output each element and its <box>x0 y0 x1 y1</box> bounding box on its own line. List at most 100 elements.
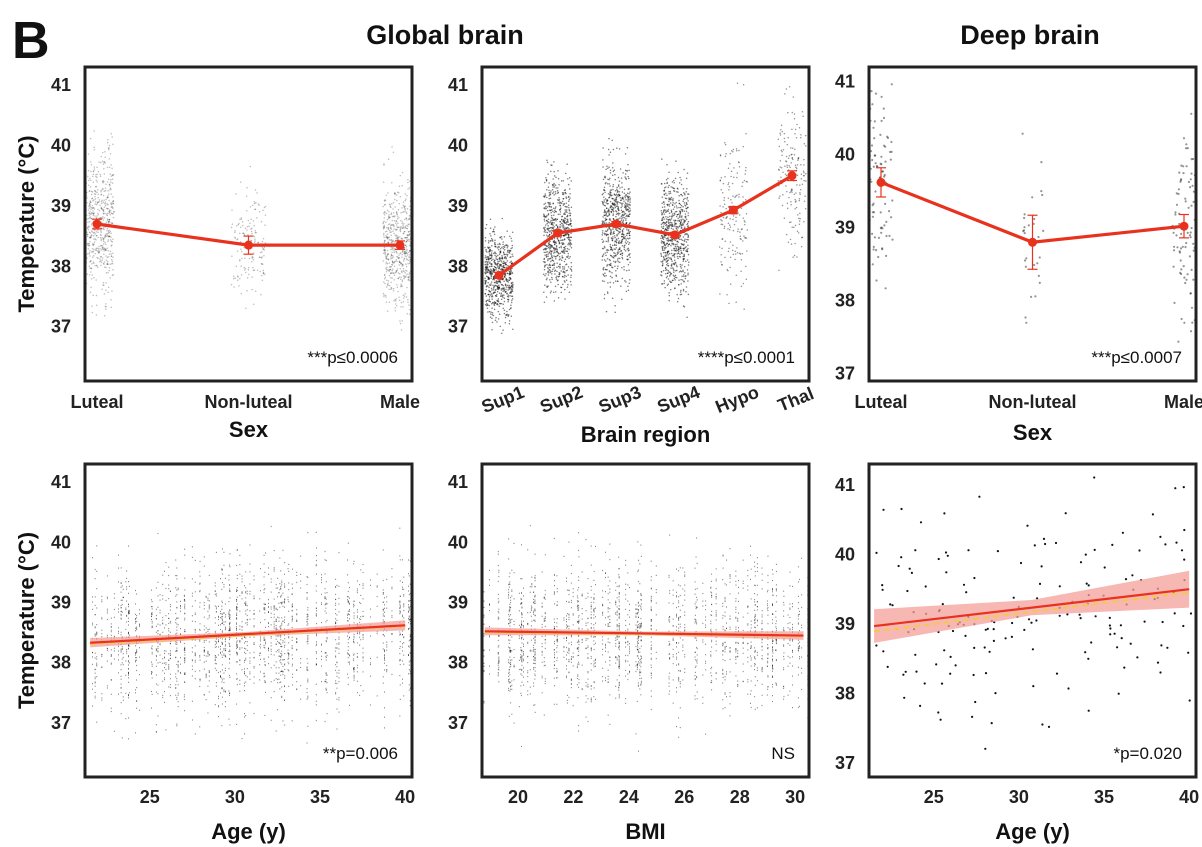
data-point <box>682 274 685 276</box>
data-point <box>682 247 684 250</box>
data-point <box>551 208 553 211</box>
data-point <box>92 210 94 212</box>
data-point <box>234 237 237 239</box>
data-point <box>93 170 95 172</box>
data-point <box>510 247 512 250</box>
data-point <box>387 158 390 161</box>
data-point <box>104 189 107 192</box>
data-point <box>242 224 244 227</box>
data-point <box>663 229 666 232</box>
data-point <box>487 293 490 296</box>
data-point <box>616 251 619 253</box>
data-point <box>394 193 396 196</box>
data-point <box>660 260 662 263</box>
data-point <box>881 170 884 173</box>
data-point <box>676 300 679 303</box>
data-point <box>567 252 570 255</box>
data-point <box>621 182 623 184</box>
data-point <box>551 192 554 195</box>
data-point <box>111 222 113 225</box>
data-point <box>248 257 251 260</box>
data-point <box>260 274 263 277</box>
data-point <box>416 235 418 237</box>
data-point <box>97 236 99 239</box>
data-point <box>385 221 387 223</box>
data-point <box>485 263 488 265</box>
data-point <box>264 242 267 244</box>
data-point <box>669 198 671 200</box>
data-point <box>680 183 683 186</box>
data-point <box>278 602 280 604</box>
data-point <box>681 275 683 277</box>
data-point <box>614 194 617 196</box>
data-point <box>488 298 491 301</box>
data-point <box>487 246 489 248</box>
data-point <box>661 247 664 249</box>
data-point <box>338 597 340 599</box>
data-point <box>786 190 788 193</box>
data-point <box>416 234 418 236</box>
data-point <box>549 269 551 272</box>
data-point <box>280 635 282 637</box>
data-point <box>1179 271 1182 274</box>
data-point <box>504 245 506 247</box>
data-point <box>80 228 82 230</box>
data-point <box>604 230 607 232</box>
data-point <box>109 250 112 253</box>
data-point <box>393 274 396 277</box>
x-tick-label: Hypo <box>713 382 762 417</box>
data-point <box>570 270 573 272</box>
data-point <box>389 216 391 219</box>
data-point <box>602 166 604 168</box>
data-point <box>567 243 569 246</box>
data-point <box>385 263 387 265</box>
data-point <box>547 245 549 247</box>
data-point <box>561 276 564 278</box>
data-point <box>675 264 678 267</box>
data-point <box>669 190 672 193</box>
data-point <box>674 223 676 226</box>
data-point <box>94 229 96 231</box>
data-point <box>623 206 626 209</box>
data-point <box>1182 165 1185 168</box>
data-point <box>397 238 399 240</box>
data-point <box>687 212 689 214</box>
data-point <box>618 230 620 233</box>
data-point <box>103 160 106 163</box>
data-point <box>617 227 620 230</box>
data-point <box>101 217 104 220</box>
data-point <box>888 234 891 237</box>
data-point <box>570 236 573 239</box>
data-point <box>353 677 355 679</box>
data-point <box>109 263 111 265</box>
data-point <box>505 261 507 264</box>
data-point <box>724 155 727 158</box>
data-point <box>398 299 401 302</box>
data-point <box>400 237 403 240</box>
data-point <box>394 298 396 301</box>
data-point <box>100 161 102 164</box>
data-point <box>668 252 671 255</box>
data-point <box>607 282 609 284</box>
data-point <box>112 207 114 210</box>
data-point <box>401 250 404 253</box>
data-point <box>87 184 90 187</box>
data-point <box>263 592 265 594</box>
data-point <box>393 232 395 235</box>
data-point <box>249 660 251 662</box>
data-point <box>608 183 611 185</box>
data-point <box>395 211 398 214</box>
data-point <box>88 231 91 234</box>
data-point <box>564 217 567 220</box>
data-point <box>403 257 406 260</box>
data-point <box>263 206 266 209</box>
data-point <box>617 265 619 268</box>
data-point <box>238 285 240 287</box>
data-point <box>246 229 248 231</box>
data-point <box>240 248 242 251</box>
data-point <box>884 287 887 290</box>
data-point <box>670 209 673 211</box>
data-point <box>610 194 612 197</box>
data-point <box>558 273 560 276</box>
data-point <box>604 268 607 271</box>
